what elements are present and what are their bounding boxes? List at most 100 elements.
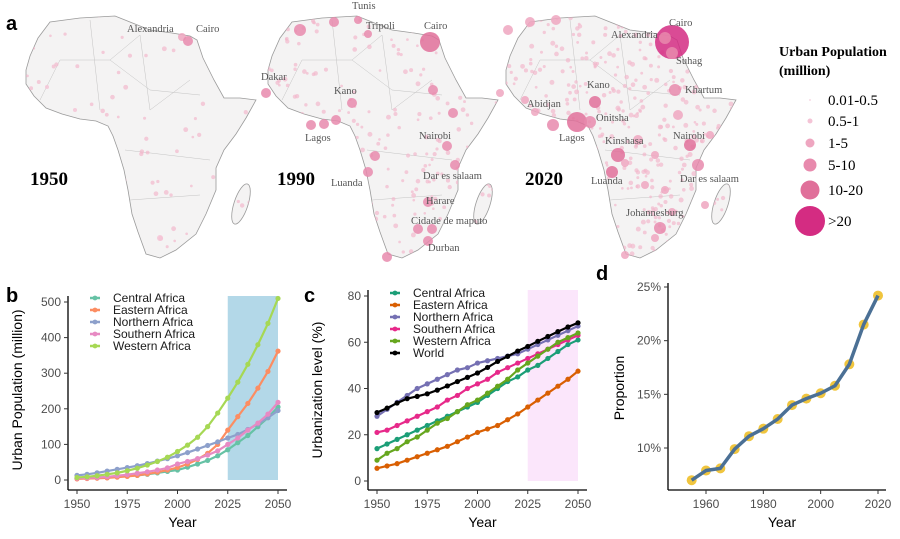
city-dot <box>36 80 41 84</box>
data-point <box>374 457 380 463</box>
data-point <box>515 348 521 354</box>
data-point <box>464 402 471 408</box>
panel-label-a: a <box>6 13 18 35</box>
city-dot <box>434 51 438 55</box>
city-label: Cairo <box>196 24 219 35</box>
city-dot <box>496 158 498 164</box>
city-dot <box>600 132 605 137</box>
city-dot <box>496 122 498 127</box>
city-dot <box>529 43 535 49</box>
x-axis-title: Year <box>468 514 497 530</box>
city-dot <box>200 101 206 107</box>
map-1950 <box>25 15 257 259</box>
city-dot <box>462 80 467 84</box>
data-point <box>545 390 551 396</box>
city-dot <box>706 104 711 109</box>
data-point <box>515 374 521 380</box>
city-dot <box>566 83 571 87</box>
city-dot <box>110 94 115 100</box>
city-circle <box>611 148 625 162</box>
city-dot <box>193 117 197 121</box>
city-dot <box>506 252 510 258</box>
city-dot <box>571 32 576 37</box>
city-dot <box>616 107 621 112</box>
city-dot <box>628 156 633 161</box>
city-dot <box>520 63 525 69</box>
city-dot <box>507 149 512 155</box>
city-dot <box>458 236 464 241</box>
y-tick-label: 25% <box>637 280 661 294</box>
city-circle <box>692 159 704 171</box>
city-dot <box>438 216 442 221</box>
city-circle <box>428 85 438 95</box>
city-dot <box>514 157 520 162</box>
city-dot <box>657 65 661 69</box>
city-circle <box>706 131 714 139</box>
x-tick-label: 2000 <box>464 497 491 511</box>
city-dot <box>323 67 329 72</box>
city-dot <box>268 217 270 223</box>
city-dot <box>621 109 625 113</box>
data-point <box>565 376 571 382</box>
city-dot <box>620 16 626 20</box>
data-point <box>215 410 221 416</box>
data-point <box>495 422 501 429</box>
city-dot <box>624 74 629 80</box>
city-dot <box>665 123 671 129</box>
city-dot <box>727 73 732 77</box>
city-dot <box>723 89 728 94</box>
city-dot <box>664 232 668 236</box>
city-dot <box>706 235 711 240</box>
city-dot <box>683 122 689 128</box>
city-dot <box>540 210 545 215</box>
y-tick-label: 0 <box>354 474 361 488</box>
city-dot <box>682 84 688 90</box>
city-dot <box>616 25 620 29</box>
madagascar-outline <box>707 181 735 227</box>
country-border <box>519 59 541 101</box>
city-dot <box>648 63 653 68</box>
data-point <box>124 472 130 478</box>
city-circle <box>157 235 163 241</box>
data-point <box>525 360 531 366</box>
city-dot <box>589 154 595 160</box>
city-dot <box>695 35 700 41</box>
city-dot <box>635 185 639 188</box>
city-dot <box>301 240 307 246</box>
city-dot <box>139 151 144 157</box>
city-dot <box>70 171 74 175</box>
city-dot <box>63 32 67 36</box>
city-label: Dakar <box>261 72 287 83</box>
city-dot <box>603 26 608 31</box>
city-dot <box>518 219 524 224</box>
city-dot <box>671 125 675 129</box>
city-dot <box>718 134 723 139</box>
city-dot <box>297 41 301 46</box>
city-label: Suhag <box>676 56 703 67</box>
data-point <box>104 471 110 477</box>
city-dot <box>680 97 686 102</box>
city-dot <box>269 150 272 154</box>
city-dot <box>291 163 297 169</box>
city-dot <box>580 215 584 220</box>
city-dot <box>215 72 219 77</box>
legend-size-label: 0.5-1 <box>828 114 859 130</box>
city-dot <box>270 224 275 229</box>
city-dot <box>662 117 667 122</box>
city-dot <box>100 197 105 202</box>
city-dot <box>605 164 609 167</box>
city-circle <box>606 166 618 178</box>
city-dot <box>656 163 660 167</box>
data-point <box>474 360 481 366</box>
city-dot <box>476 55 480 59</box>
data-point <box>575 368 581 374</box>
city-dot <box>585 51 589 55</box>
city-dot <box>694 137 699 143</box>
city-dot <box>492 229 497 235</box>
city-label: Kano <box>587 80 610 91</box>
city-dot <box>285 83 290 88</box>
city-dot <box>522 120 526 124</box>
data-point <box>535 338 541 344</box>
city-dot <box>212 43 217 48</box>
city-dot <box>619 100 623 104</box>
